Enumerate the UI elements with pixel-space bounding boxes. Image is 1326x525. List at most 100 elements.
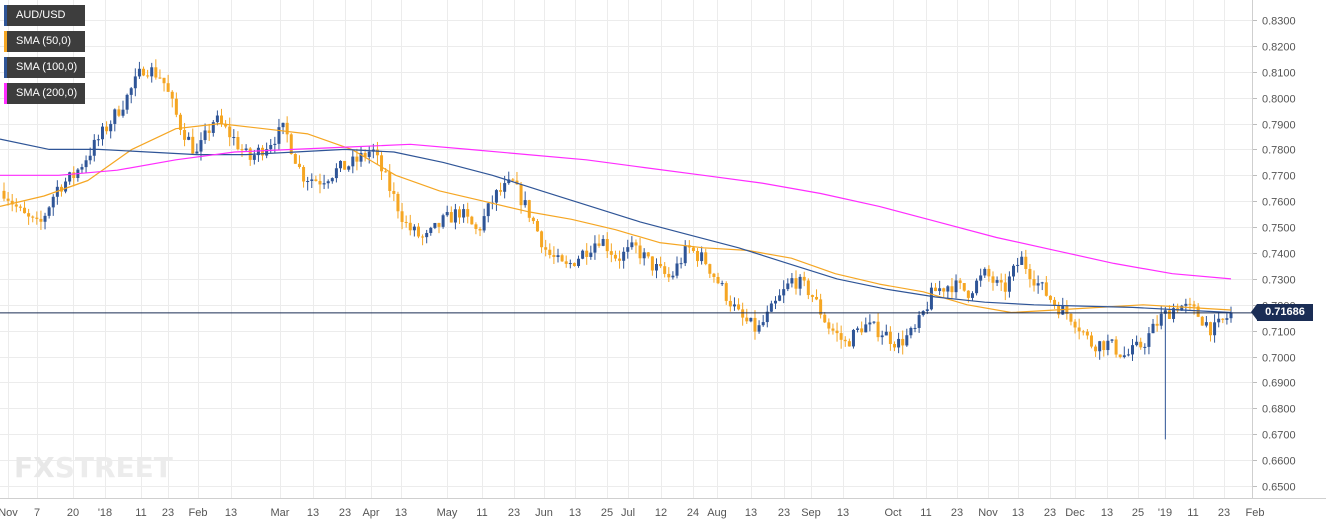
legend-label: AUD/USD <box>16 9 66 21</box>
y-axis: 0.8300 0.8200 0.8100 0.8000 0.7900 0.7800 0.77… <box>1252 16 1296 494</box>
x-tick-label: 25 <box>601 507 613 519</box>
legend-item-sma100[interactable]: SMA (100,0) <box>4 57 86 78</box>
candle-body <box>1151 323 1155 334</box>
candle-body <box>856 328 860 330</box>
legend-item-sma200[interactable]: SMA (200,0) <box>4 83 86 104</box>
candle-body <box>10 200 14 205</box>
candle-body <box>683 245 687 264</box>
candle-body <box>478 228 482 231</box>
candle-body <box>872 321 876 323</box>
legend-label: SMA (50,0) <box>16 35 72 47</box>
candle-body <box>663 266 667 274</box>
candle-body <box>1122 355 1126 358</box>
candle-body <box>745 317 749 322</box>
candle-body <box>753 317 757 332</box>
candle-body <box>642 252 646 259</box>
candle-body <box>1204 322 1208 326</box>
candle-body <box>728 300 732 307</box>
candle-body <box>1172 308 1176 319</box>
candle-body <box>679 263 683 265</box>
candle-body <box>47 207 51 216</box>
legend-label: SMA (200,0) <box>16 87 78 99</box>
candle-body <box>1139 341 1143 348</box>
candle-body <box>913 327 917 329</box>
candle-body <box>293 154 297 164</box>
candle-body <box>1032 279 1036 286</box>
candle-body <box>499 190 503 192</box>
x-axis: Nov 7 20 '18 11 23 Feb 13 Mar 13 23 Apr 13 May 11 23 Jun… <box>0 498 1326 519</box>
candle-body <box>117 109 121 116</box>
candle-body <box>1184 303 1188 306</box>
candle-body <box>888 331 892 345</box>
legend-swatch <box>4 5 7 26</box>
candle-body <box>84 160 88 168</box>
candle-body <box>425 232 429 238</box>
candle-body <box>724 283 728 301</box>
y-tick-label: 0.8100 <box>1262 68 1296 80</box>
candle-body <box>445 212 449 216</box>
candle-body <box>1003 282 1007 292</box>
candle-body <box>638 245 642 259</box>
candle-body <box>1188 303 1192 305</box>
candle-body <box>261 147 265 156</box>
candle-body <box>769 303 773 312</box>
candle-body <box>215 115 219 123</box>
y-tick-label: 0.7600 <box>1262 197 1296 209</box>
candle-body <box>244 148 248 151</box>
candle-body <box>556 255 560 258</box>
candle-body <box>236 137 240 150</box>
chart-legend: AUD/USD SMA (50,0) SMA (100,0) SMA (200,… <box>4 5 86 109</box>
candle-body <box>281 122 285 128</box>
candle-body <box>827 322 831 329</box>
x-tick-label: 24 <box>687 507 699 519</box>
candle-body <box>1225 318 1229 320</box>
candle-body <box>113 109 117 124</box>
legend-item-sma50[interactable]: SMA (50,0) <box>4 31 86 52</box>
y-tick-label: 0.8200 <box>1262 42 1296 54</box>
candle-body <box>187 136 191 140</box>
candle-body <box>1192 304 1196 307</box>
candle-body <box>39 218 43 222</box>
candle-body <box>1221 318 1225 320</box>
candle-body <box>778 295 782 301</box>
x-tick-label: 7 <box>34 507 40 519</box>
candle-body <box>839 333 843 340</box>
candle-body <box>339 160 343 169</box>
candle-body <box>843 339 847 342</box>
candle-body <box>100 126 104 140</box>
x-tick-label: 13 <box>569 507 581 519</box>
candle-body <box>810 295 814 297</box>
candle-body <box>593 243 597 253</box>
candle-body <box>211 122 215 133</box>
candle-body <box>819 299 823 315</box>
legend-swatch <box>4 83 7 104</box>
y-tick-label: 0.6700 <box>1262 430 1296 442</box>
candle-body <box>1163 310 1167 314</box>
x-tick-label: Nov <box>978 507 998 519</box>
x-tick-label: 23 <box>162 507 174 519</box>
candle-body <box>68 172 72 182</box>
candle-body <box>277 127 281 144</box>
x-tick-label: 20 <box>67 507 79 519</box>
x-tick-label: 11 <box>920 507 931 519</box>
candle-body <box>946 286 950 292</box>
candle-body <box>851 329 855 347</box>
y-tick-label: 0.7500 <box>1262 223 1296 235</box>
y-tick-label: 0.7700 <box>1262 171 1296 183</box>
candle-body <box>970 293 974 298</box>
candle-body <box>909 327 913 336</box>
candle-body <box>310 179 314 182</box>
candle-body <box>1036 283 1040 286</box>
candle-body <box>2 190 6 199</box>
candle-body <box>1167 310 1171 319</box>
candle-body <box>1208 322 1212 336</box>
candle-body <box>835 330 839 334</box>
candle-body <box>224 123 228 127</box>
candle-body <box>897 338 901 348</box>
candle-body <box>1217 318 1221 323</box>
candle-body <box>552 254 556 258</box>
legend-item-audusd[interactable]: AUD/USD <box>4 5 86 26</box>
x-tick-label: 25 <box>1132 507 1144 519</box>
candle-body <box>966 290 970 298</box>
candle-body <box>380 155 384 172</box>
